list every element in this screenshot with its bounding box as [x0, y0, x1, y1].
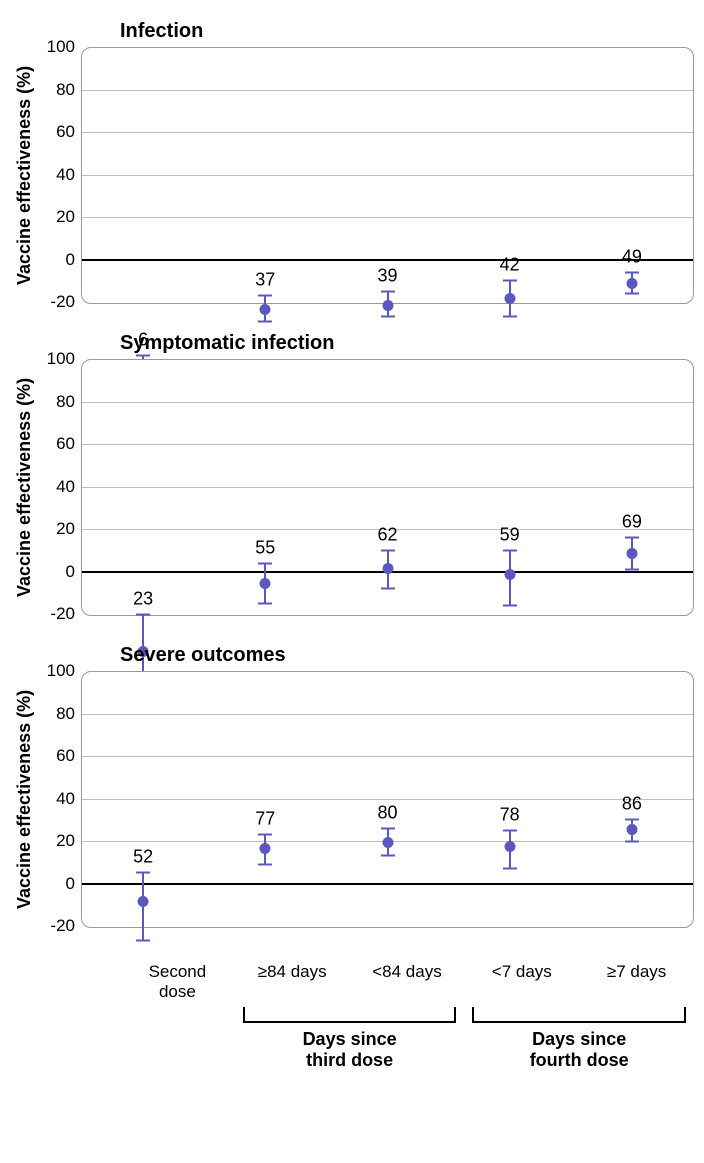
gridline	[82, 175, 693, 176]
gridline	[82, 487, 693, 488]
value-label: 37	[255, 270, 275, 291]
chart-panel: Infection Vaccine effectiveness (%)100806…	[10, 20, 694, 304]
error-cap	[258, 863, 272, 865]
bracket-spacer	[120, 1007, 235, 1071]
x-tick-label: <84 days	[350, 956, 465, 1003]
error-cap	[625, 819, 639, 821]
error-bar	[142, 874, 144, 942]
error-cap	[136, 872, 150, 874]
x-group: Days sincethird dose	[235, 1007, 465, 1071]
error-cap	[258, 834, 272, 836]
marker	[260, 578, 271, 589]
error-cap	[258, 562, 272, 564]
marker	[504, 293, 515, 304]
value-label: 49	[622, 246, 642, 267]
value-label: 59	[500, 524, 520, 545]
marker	[260, 843, 271, 854]
plot-area: 23 55 62 59 69	[81, 359, 694, 616]
marker	[382, 563, 393, 574]
bracket-line	[472, 1007, 686, 1023]
gridline	[82, 402, 693, 403]
error-cap	[625, 568, 639, 570]
x-tick-label: <7 days	[464, 956, 579, 1003]
gridline	[82, 756, 693, 757]
y-axis-ticks: 100806040200-20	[35, 671, 81, 926]
chart-panel: Symptomatic infection Vaccine effectivene…	[10, 332, 694, 616]
plot-area: 52 77 80 78 86	[81, 671, 694, 928]
gridline	[82, 444, 693, 445]
error-cap	[625, 271, 639, 273]
x-group-brackets: Days sincethird doseDays sincefourth dos…	[120, 1007, 694, 1071]
value-label: 69	[622, 512, 642, 533]
panel-title: Symptomatic infection	[120, 332, 694, 355]
y-axis-label: Vaccine effectiveness (%)	[10, 359, 35, 616]
marker	[626, 548, 637, 559]
marker	[382, 837, 393, 848]
value-label: 52	[133, 847, 153, 868]
marker	[138, 896, 149, 907]
marker	[260, 304, 271, 315]
marker	[626, 824, 637, 835]
error-cap	[136, 613, 150, 615]
gridline	[82, 799, 693, 800]
error-cap	[625, 537, 639, 539]
chart-panel: Severe outcomes Vaccine effectiveness (%)…	[10, 644, 694, 928]
error-cap	[381, 549, 395, 551]
value-label: 78	[500, 804, 520, 825]
error-cap	[381, 316, 395, 318]
error-cap	[136, 940, 150, 942]
gridline	[82, 217, 693, 218]
value-label: 62	[377, 524, 397, 545]
value-label: 86	[622, 794, 642, 815]
y-axis-label: Vaccine effectiveness (%)	[10, 671, 35, 928]
gridline	[82, 90, 693, 91]
panel-title: Infection	[120, 20, 694, 43]
y-axis-ticks: 100806040200-20	[35, 359, 81, 614]
error-cap	[503, 316, 517, 318]
x-axis: Seconddose≥84 days<84 days<7 days≥7 days…	[78, 956, 694, 1071]
error-cap	[381, 290, 395, 292]
error-cap	[625, 293, 639, 295]
marker	[626, 278, 637, 289]
y-axis-label: Vaccine effectiveness (%)	[10, 47, 35, 304]
panel-title: Severe outcomes	[120, 644, 694, 667]
zero-line	[82, 883, 693, 885]
value-label: 23	[133, 588, 153, 609]
value-label: 80	[377, 802, 397, 823]
error-cap	[503, 868, 517, 870]
error-cap	[258, 602, 272, 604]
x-tick-label: ≥7 days	[579, 956, 694, 1003]
error-cap	[258, 295, 272, 297]
error-cap	[503, 280, 517, 282]
x-tick-labels: Seconddose≥84 days<84 days<7 days≥7 days	[120, 956, 694, 1003]
x-tick-label: ≥84 days	[235, 956, 350, 1003]
panels-container: InfectionVaccine effectiveness (%)100806…	[10, 20, 694, 928]
marker	[504, 841, 515, 852]
bracket-label: Days sincethird dose	[235, 1029, 465, 1071]
gridline	[82, 132, 693, 133]
error-cap	[503, 829, 517, 831]
error-cap	[381, 588, 395, 590]
marker	[504, 569, 515, 580]
value-label: 55	[255, 537, 275, 558]
x-tick-label: Seconddose	[120, 956, 235, 1003]
error-cap	[503, 549, 517, 551]
gridline	[82, 714, 693, 715]
value-label: 39	[377, 265, 397, 286]
value-label: 42	[500, 255, 520, 276]
error-cap	[625, 840, 639, 842]
x-group: Days sincefourth dose	[464, 1007, 694, 1071]
error-cap	[503, 605, 517, 607]
value-label: 77	[255, 809, 275, 830]
error-cap	[258, 320, 272, 322]
y-axis-ticks: 100806040200-20	[35, 47, 81, 302]
bracket-line	[243, 1007, 457, 1023]
marker	[382, 300, 393, 311]
zero-line	[82, 259, 693, 261]
error-cap	[381, 855, 395, 857]
plot-area: 637394249	[81, 47, 694, 304]
bracket-label: Days sincefourth dose	[464, 1029, 694, 1071]
error-cap	[381, 827, 395, 829]
